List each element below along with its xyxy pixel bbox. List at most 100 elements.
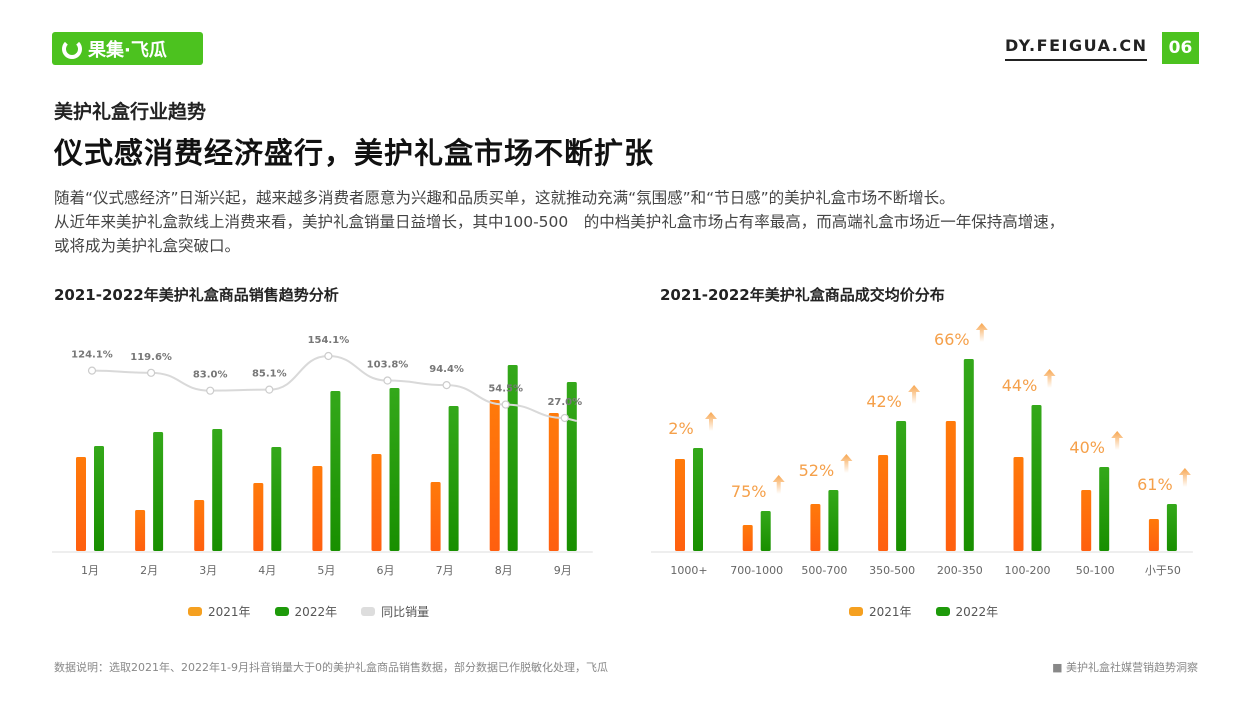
bar-2021 <box>1148 519 1159 551</box>
yoy-label: 119.6% <box>130 352 172 363</box>
page-number: 06 <box>1162 32 1199 64</box>
x-tick-label: 2月 <box>140 564 158 577</box>
bar-2021 <box>253 483 264 551</box>
legend-yoy: 同比销量 <box>361 603 429 620</box>
bar-2021 <box>194 500 205 551</box>
growth-label: 52% <box>799 461 835 480</box>
yoy-point <box>560 413 569 423</box>
x-tick-label: 小于50 <box>1145 564 1181 577</box>
bar-2022 <box>271 447 282 551</box>
legend-2022: 2022年 <box>935 603 998 620</box>
x-tick-label: 200-350 <box>937 564 983 577</box>
yoy-label: 124.1% <box>71 350 113 361</box>
chart1-title: 2021-2022年美护礼盒商品销售趋势分析 <box>54 286 339 304</box>
bar-2022 <box>389 388 400 551</box>
bar-2022 <box>896 421 907 551</box>
bar-2021 <box>675 459 685 551</box>
bar-2022 <box>760 511 771 551</box>
x-tick-label: 9月 <box>554 564 572 577</box>
bar-2021 <box>371 454 382 551</box>
bar-2022 <box>507 365 518 551</box>
growth-label: 61% <box>1137 475 1173 494</box>
growth-label: 42% <box>866 392 902 411</box>
bar-2021 <box>945 421 956 551</box>
bar-2021 <box>878 455 889 551</box>
bar-2021 <box>1081 490 1092 551</box>
growth-label: 75% <box>731 482 767 501</box>
growth-arrow-icon <box>1178 468 1191 487</box>
legend-2021: 2021年 <box>849 603 912 620</box>
bar-2021 <box>548 413 559 551</box>
growth-label: 66% <box>934 330 970 349</box>
page-title: 仪式感消费经济盛行，美护礼盒市场不断扩张 <box>54 136 655 170</box>
growth-arrow-icon <box>705 412 717 431</box>
growth-arrow-icon <box>1111 431 1124 450</box>
chart2-title: 2021-2022年美护礼盒商品成交均价分布 <box>660 286 945 304</box>
yoy-label: 83.0% <box>193 370 228 381</box>
bar-2022 <box>828 490 839 551</box>
bar-2022 <box>693 448 703 551</box>
source-text: 美护礼盒社媒营销趋势洞察 <box>1066 661 1198 674</box>
x-tick-label: 3月 <box>199 564 217 577</box>
description-line: 从近年来美护礼盒款线上消费来看，美护礼盒销量日益增长，其中100-500 的中档… <box>54 213 1065 231</box>
x-tick-label: 50-100 <box>1076 564 1115 577</box>
description-line: 随着“仪式感经济”日渐兴起，越来越多消费者愿意为兴趣和品质买单，这就推动充满“氛… <box>54 189 955 207</box>
bar-2021 <box>76 457 86 551</box>
chart1-legend: 2021年 2022年 同比销量 <box>188 603 429 620</box>
legend-2021: 2021年 <box>188 603 251 620</box>
yoy-label: 27.0% <box>547 397 582 408</box>
description: 随着“仪式感经济”日渐兴起，越来越多消费者愿意为兴趣和品质买单，这就推动充满“氛… <box>54 186 1204 258</box>
yoy-point <box>324 351 333 361</box>
brand-logo: 果集·飞瓜 <box>52 32 203 65</box>
bar-2021 <box>135 510 146 551</box>
growth-arrow-icon <box>908 385 921 404</box>
x-tick-label: 1000+ <box>670 564 707 577</box>
bar-2021 <box>742 525 753 551</box>
bar-2022 <box>153 432 164 551</box>
logo-icon <box>62 38 82 59</box>
bar-2022 <box>94 446 104 551</box>
chart2-legend: 2021年 2022年 <box>849 603 998 620</box>
growth-arrow-icon <box>840 454 853 473</box>
x-tick-label: 1月 <box>81 564 99 577</box>
yoy-point <box>501 400 510 409</box>
growth-arrow-icon <box>975 323 988 342</box>
bar-2021 <box>489 400 500 551</box>
bar-2022 <box>448 406 459 551</box>
bar-2022 <box>1031 405 1042 551</box>
report-source: ■ 美护礼盒社媒营销趋势洞察 <box>1052 661 1198 674</box>
x-tick-label: 7月 <box>436 564 454 577</box>
x-tick-label: 4月 <box>258 564 276 577</box>
yoy-point <box>87 366 97 375</box>
bar-2022 <box>566 382 577 551</box>
x-tick-label: 100-200 <box>1005 564 1051 577</box>
bar-2021 <box>810 504 821 551</box>
bar-2022 <box>1099 467 1110 551</box>
section-subtitle: 美护礼盒行业趋势 <box>54 101 207 123</box>
bar-2021 <box>1013 457 1024 551</box>
bar-2022 <box>212 429 223 551</box>
yoy-label: 94.4% <box>429 364 464 375</box>
yoy-label: 54.5% <box>488 384 523 395</box>
x-tick-label: 6月 <box>377 564 395 577</box>
x-tick-label: 5月 <box>317 564 335 577</box>
x-tick-label: 700-1000 <box>730 564 783 577</box>
growth-label: 44% <box>1002 376 1038 395</box>
yoy-label: 103.8% <box>367 360 409 371</box>
x-tick-label: 8月 <box>495 564 513 577</box>
yoy-point <box>206 386 215 395</box>
logo-text: 果集·飞瓜 <box>88 39 167 61</box>
bar-2021 <box>430 482 441 551</box>
bar-2022 <box>1166 504 1177 551</box>
growth-arrow-icon <box>772 475 785 494</box>
data-note: 数据说明：选取2021年、2022年1-9月抖音销量大于0的美护礼盒商品销售数据… <box>54 661 608 674</box>
yoy-point <box>265 385 274 394</box>
description-line: 或将成为美护礼盒突破口。 <box>54 237 241 255</box>
bar-2022 <box>963 359 974 551</box>
x-tick-label: 350-500 <box>869 564 915 577</box>
yoy-point <box>147 368 156 377</box>
bar-2021 <box>312 466 323 551</box>
growth-label: 2% <box>668 419 693 438</box>
yoy-label: 85.1% <box>252 369 287 380</box>
